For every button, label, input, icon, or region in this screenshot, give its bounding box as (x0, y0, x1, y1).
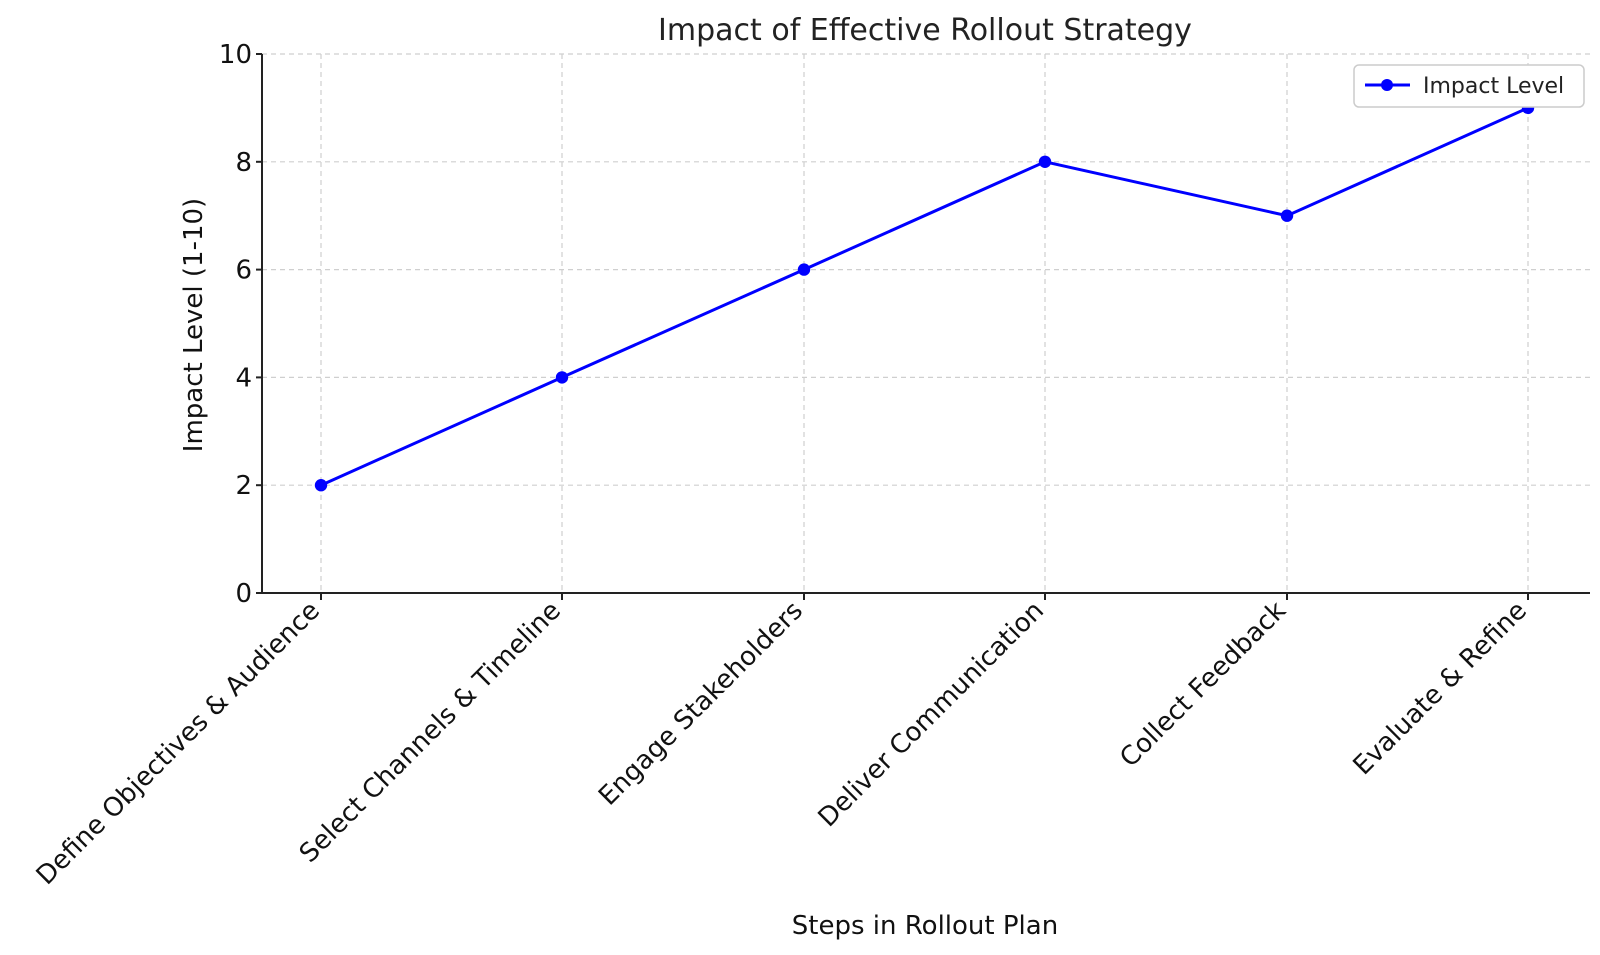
y-tick-label: 4 (235, 363, 252, 393)
x-axis-label: Steps in Rollout Plan (792, 911, 1058, 941)
y-tick-label: 2 (235, 471, 252, 501)
x-tick-label: Define Objectives & Audience (31, 596, 326, 891)
x-tick-label: Evaluate & Refine (1348, 596, 1533, 781)
legend-marker (1381, 79, 1393, 91)
series-point (797, 263, 811, 276)
series-layer (314, 101, 1535, 492)
grid-lines (262, 53, 1590, 594)
x-tick-label: Deliver Communication (813, 596, 1050, 833)
y-axis-label: Impact Level (1-10) (179, 198, 209, 452)
x-tick-label: Select Channels & Timeline (294, 596, 567, 869)
y-tick-label: 10 (219, 40, 252, 70)
x-tick-label: Collect Feedback (1114, 596, 1292, 774)
chart-title: Impact of Effective Rollout Strategy (658, 13, 1192, 48)
legend: Impact Level (1353, 64, 1585, 108)
legend-box (1353, 64, 1585, 108)
series-point (1038, 155, 1052, 168)
y-tick-label: 8 (235, 148, 252, 178)
series-point (314, 479, 328, 492)
axes (256, 53, 1590, 600)
x-tick-label: Engage Stakeholders (593, 596, 809, 812)
series-point (555, 371, 569, 384)
y-tick-label: 6 (235, 256, 252, 286)
series-line (320, 106, 1529, 487)
tick-labels: 0 2 4 6 8 10 Define Objectives & AudienceSelec… (31, 40, 1533, 891)
series-point (1280, 209, 1294, 222)
legend-label: Impact Level (1423, 74, 1564, 99)
y-tick-label: 0 (235, 579, 252, 609)
